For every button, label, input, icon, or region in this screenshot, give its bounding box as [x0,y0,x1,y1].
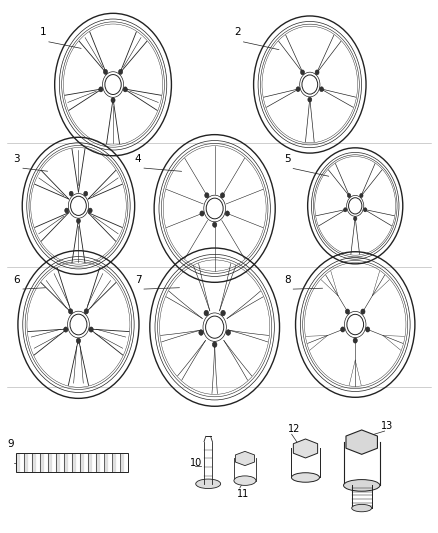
Text: 7: 7 [134,275,141,285]
Ellipse shape [220,193,225,198]
Ellipse shape [70,314,87,335]
Ellipse shape [68,309,73,314]
Ellipse shape [221,310,225,316]
Ellipse shape [123,87,127,92]
Text: 2: 2 [234,27,241,37]
Ellipse shape [119,69,123,74]
Ellipse shape [291,473,319,482]
Ellipse shape [205,316,224,338]
Ellipse shape [212,342,217,348]
Text: 10: 10 [190,458,202,468]
Ellipse shape [200,211,204,216]
Text: 5: 5 [284,154,290,164]
Ellipse shape [296,87,300,92]
Ellipse shape [103,69,108,74]
Text: 9: 9 [7,439,14,449]
Ellipse shape [347,193,351,198]
Ellipse shape [88,208,92,213]
Text: 6: 6 [14,275,20,285]
Ellipse shape [206,198,223,219]
Ellipse shape [349,198,362,214]
Ellipse shape [366,327,370,332]
Ellipse shape [343,480,380,491]
Ellipse shape [199,330,203,335]
Text: 1: 1 [39,27,46,37]
Ellipse shape [226,330,230,335]
Ellipse shape [341,327,345,332]
Text: 11: 11 [237,489,249,499]
Ellipse shape [346,309,350,314]
Ellipse shape [77,219,81,223]
Text: 4: 4 [134,154,141,164]
Ellipse shape [302,75,318,94]
Ellipse shape [84,191,88,196]
Text: 13: 13 [381,421,393,431]
Ellipse shape [320,87,324,92]
Ellipse shape [65,208,69,213]
Ellipse shape [361,309,365,314]
Ellipse shape [352,504,372,512]
Ellipse shape [111,98,115,103]
Ellipse shape [315,70,319,75]
Ellipse shape [347,314,364,335]
Ellipse shape [225,211,230,216]
Ellipse shape [205,193,209,198]
Polygon shape [235,451,254,466]
Text: 3: 3 [14,154,20,164]
Ellipse shape [300,70,304,75]
Ellipse shape [84,309,88,314]
Ellipse shape [364,208,367,212]
Ellipse shape [64,327,68,332]
Ellipse shape [99,87,103,92]
Ellipse shape [76,338,81,343]
Polygon shape [293,439,318,458]
Bar [16,453,128,472]
Ellipse shape [360,193,363,198]
Ellipse shape [196,479,221,489]
Polygon shape [346,430,378,454]
Ellipse shape [308,97,312,102]
Ellipse shape [212,222,217,227]
Ellipse shape [105,75,121,94]
Ellipse shape [89,327,93,332]
Ellipse shape [234,476,256,486]
Ellipse shape [204,310,208,316]
Text: 12: 12 [288,424,300,434]
Ellipse shape [343,208,347,212]
Ellipse shape [353,216,357,221]
Ellipse shape [71,196,86,215]
Text: 8: 8 [284,275,290,285]
Ellipse shape [69,191,73,196]
Ellipse shape [353,338,357,343]
